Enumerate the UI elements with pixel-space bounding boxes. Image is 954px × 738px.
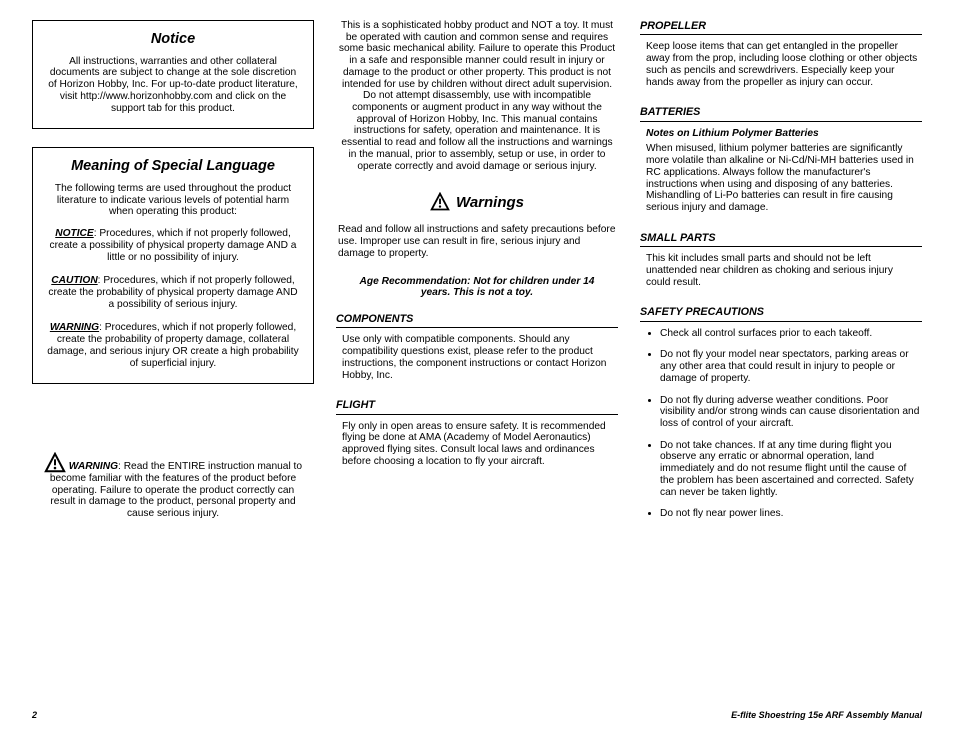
page-content: Notice All instructions, warranties and …: [32, 20, 922, 660]
batteries-body: When misused, lithium polymer batteries …: [640, 143, 922, 213]
meaning-title: Meaning of Special Language: [47, 158, 299, 175]
def-caution: CAUTION: Procedures, which if not proper…: [47, 275, 299, 310]
warnings-heading: Warnings: [336, 192, 618, 212]
safety-list: Check all control surfaces prior to each…: [640, 328, 922, 530]
meaning-intro: The following terms are used throughout …: [47, 183, 299, 218]
warn-block: WARNING: Read the ENTIRE instruction man…: [32, 452, 314, 520]
warnings-intro: Read and follow all instructions and saf…: [336, 224, 618, 259]
column-1: Notice All instructions, warranties and …: [32, 20, 314, 660]
warn-block-text: WARNING: Read the ENTIRE instruction man…: [38, 452, 308, 520]
safety-head: SAFETY PRECAUTIONS: [640, 306, 922, 321]
intro-paragraph: This is a sophisticated hobby product an…: [336, 20, 618, 172]
list-item: Do not fly near power lines.: [660, 508, 922, 520]
list-item: Do not fly your model near spectators, p…: [660, 349, 922, 384]
warning-triangle-icon: [430, 192, 450, 212]
small-parts-body: This kit includes small parts and should…: [640, 253, 922, 288]
page-number: 2: [32, 710, 37, 720]
list-item: Check all control surfaces prior to each…: [660, 328, 922, 340]
meaning-box: Meaning of Special Language The followin…: [32, 147, 314, 384]
notice-title: Notice: [47, 31, 299, 48]
propeller-head: PROPELLER: [640, 20, 922, 35]
page-footer: 2 E-flite Shoestring 15e ARF Assembly Ma…: [32, 710, 922, 720]
notice-body: All instructions, warranties and other c…: [47, 56, 299, 115]
column-3: PROPELLER Keep loose items that can get …: [640, 20, 922, 660]
small-parts-head: SMALL PARTS: [640, 232, 922, 247]
def-term: CAUTION: [51, 275, 97, 286]
age-recommendation: Age Recommendation: Not for children und…: [336, 276, 618, 299]
warning-triangle-icon: [44, 452, 66, 474]
def-warning: WARNING: Procedures, which if not proper…: [47, 322, 299, 369]
warn-label: WARNING: [69, 461, 118, 472]
batteries-note-head: Notes on Lithium Polymer Batteries: [640, 128, 922, 140]
flight-head: FLIGHT: [336, 399, 618, 414]
notice-box: Notice All instructions, warranties and …: [32, 20, 314, 129]
list-item: Do not take chances. If at any time duri…: [660, 440, 922, 499]
propeller-body: Keep loose items that can get entangled …: [640, 41, 922, 88]
components-body: Use only with compatible components. Sho…: [336, 334, 618, 381]
def-term: WARNING: [50, 322, 99, 333]
batteries-head: BATTERIES: [640, 106, 922, 121]
column-2: This is a sophisticated hobby product an…: [336, 20, 618, 660]
manual-title: E-flite Shoestring 15e ARF Assembly Manu…: [731, 710, 922, 720]
def-term: NOTICE: [55, 228, 94, 239]
warnings-title: Warnings: [456, 194, 524, 211]
components-head: COMPONENTS: [336, 313, 618, 328]
def-notice: NOTICE: Procedures, which if not properl…: [47, 228, 299, 263]
flight-body: Fly only in open areas to ensure safety.…: [336, 421, 618, 468]
list-item: Do not fly during adverse weather condit…: [660, 395, 922, 430]
